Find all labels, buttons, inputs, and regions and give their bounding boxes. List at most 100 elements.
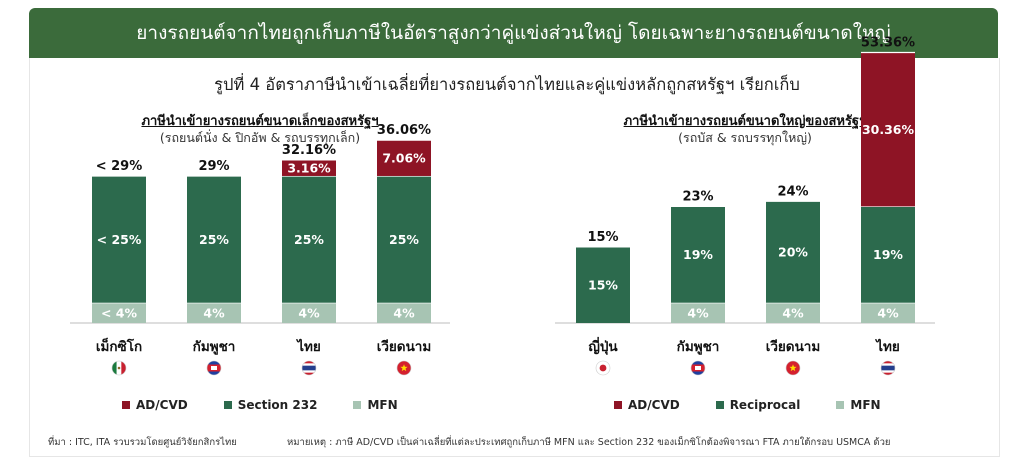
legend-swatch — [122, 401, 130, 409]
segment-label: 25% — [199, 232, 229, 247]
footer-source: ที่มา : ITC, ITA รวบรวมโดยศูนย์วิจัยกสิก… — [48, 437, 237, 448]
header-title: ยางรถยนต์จากไทยถูกเก็บภาษีในอัตราสูงกว่า… — [136, 22, 891, 44]
bar-segment-section-232 — [92, 175, 146, 303]
legend-item: MFN — [836, 398, 881, 412]
cambodia-flag-icon — [691, 361, 705, 375]
figure-subtitle: รูปที่ 4 อัตราภาษีนำเข้าเฉลี่ยที่ยางรถยน… — [214, 75, 800, 94]
right-chart-legend: AD/CVD Reciprocal MFN — [614, 398, 881, 412]
segment-label: 4% — [687, 305, 709, 320]
legend-item: Section 232 — [223, 398, 318, 412]
segment-label: 25% — [294, 232, 324, 247]
left-chart-subtitle: (รถยนต์นั่ง & ปิกอัพ & รถบรรทุกเล็ก) — [159, 130, 361, 145]
bar-total-label: 36.06% — [377, 123, 431, 138]
footer-note: หมายเหตุ : ภาษี AD/CVD เป็นค่าเฉลี่ยที่แ… — [287, 437, 891, 448]
legend-label: AD/CVD — [628, 398, 680, 412]
bar-segment-reciprocal — [861, 206, 915, 303]
bar-total-label: 24% — [777, 184, 808, 199]
category-label: ไทย — [874, 338, 900, 355]
category-label: เวียดนาม — [377, 339, 432, 355]
flag-border — [785, 360, 801, 376]
bar-total-label: 23% — [682, 189, 713, 204]
right-chart-title: ภาษีนำเข้ายางรถยนต์ขนาดใหญ่ของสหรัฐฯ — [623, 114, 867, 129]
bar-segment-mfn — [377, 302, 431, 323]
bar-segment-reciprocal — [576, 246, 630, 323]
thailand-flag-icon — [881, 361, 895, 375]
legend-item: AD/CVD — [614, 398, 680, 412]
category-label: กัมพูชา — [677, 339, 720, 355]
segment-label: 19% — [873, 247, 903, 262]
legend-label: Reciprocal — [729, 398, 801, 412]
segment-label: 30.36% — [862, 122, 915, 137]
segment-label: 3.16% — [287, 160, 331, 175]
segment-label: 20% — [778, 245, 808, 260]
bar-segment-mfn — [766, 302, 820, 323]
segment-label: 4% — [393, 305, 415, 320]
bar-total-label: 32.16% — [282, 143, 336, 158]
mexico-flag-icon — [112, 361, 126, 375]
vietnam-flag-icon — [397, 361, 411, 375]
japan-flag-icon — [596, 361, 610, 375]
segment-label: 25% — [389, 232, 419, 247]
flag-border — [396, 360, 412, 376]
segment-label: 4% — [203, 305, 225, 320]
legend-swatch — [715, 401, 724, 409]
bar-segment-mfn — [282, 302, 336, 323]
bar-total-label: < 29% — [96, 159, 143, 174]
bar-total-label: 15% — [587, 230, 618, 245]
chart-1: 15% 15% ญี่ปุ่น 4% 19% 23% กัมพูชา 4% 20% 24% เวีย… — [555, 35, 935, 376]
segment-label: < 4% — [101, 305, 138, 320]
vietnam-flag-icon — [786, 361, 800, 375]
bar-total-label: 53.36% — [861, 35, 915, 50]
bar-total-label: 29% — [198, 159, 229, 174]
legend-item: Reciprocal — [715, 398, 801, 412]
legend-label: Section 232 — [237, 398, 318, 412]
segment-label: < 25% — [97, 232, 142, 247]
chart-0: < 4% < 25% < 29% เม็กซิโก 4% 25% 29% กัมพูชา 4% 2… — [70, 123, 450, 376]
bar-segment-reciprocal — [766, 201, 820, 303]
bar-segment-section-232 — [377, 175, 431, 303]
legend-label: MFN — [850, 398, 881, 412]
page-header: ยางรถยนต์จากไทยถูกเก็บภาษีในอัตราสูงกว่า… — [29, 8, 998, 58]
legend-swatch — [353, 401, 362, 409]
segment-label: 19% — [683, 247, 713, 262]
bar-segment-mfn — [187, 302, 241, 323]
flag-border — [880, 360, 896, 376]
legend-item: MFN — [353, 398, 398, 412]
cambodia-flag-icon — [207, 361, 221, 375]
legend-label: MFN — [367, 398, 398, 412]
left-chart-title: ภาษีนำเข้ายางรถยนต์ขนาดเล็กของสหรัฐฯ — [141, 114, 379, 129]
bar-segment-ad-cvd — [377, 140, 431, 176]
bar-segment-ad-cvd — [861, 52, 915, 207]
flag-border — [301, 360, 317, 376]
flag-border — [111, 360, 127, 376]
category-label: เม็กซิโก — [96, 337, 142, 355]
flag-border — [690, 360, 706, 376]
bar-segment-ad-cvd — [282, 159, 336, 176]
legend-label: AD/CVD — [136, 398, 188, 412]
bar-segment-section-232 — [187, 175, 241, 303]
segment-label: 7.06% — [382, 151, 426, 166]
bar-segment-mfn — [861, 302, 915, 323]
category-label: ไทย — [295, 338, 321, 355]
category-label: ญี่ปุ่น — [588, 336, 618, 355]
category-label: เวียดนาม — [766, 339, 821, 355]
segment-label: 4% — [877, 305, 899, 320]
flag-border — [595, 360, 611, 376]
segment-label: 15% — [588, 277, 618, 292]
legend-item: AD/CVD — [122, 398, 188, 412]
thailand-flag-icon — [302, 361, 316, 375]
right-chart-subtitle: (รถบัส & รถบรรทุกใหญ่) — [678, 130, 812, 145]
flag-border — [206, 360, 222, 376]
segment-label: 4% — [298, 305, 320, 320]
bar-segment-mfn — [671, 302, 725, 323]
segment-label: 4% — [782, 305, 804, 320]
bar-segment-section-232 — [282, 175, 336, 303]
legend-swatch — [223, 401, 232, 409]
left-chart-legend: AD/CVD Section 232 MFN — [122, 398, 398, 412]
legend-swatch — [614, 401, 622, 409]
category-label: กัมพูชา — [193, 339, 236, 355]
bar-segment-reciprocal — [671, 206, 725, 303]
legend-swatch — [836, 401, 845, 409]
bar-segment-mfn — [92, 302, 146, 323]
